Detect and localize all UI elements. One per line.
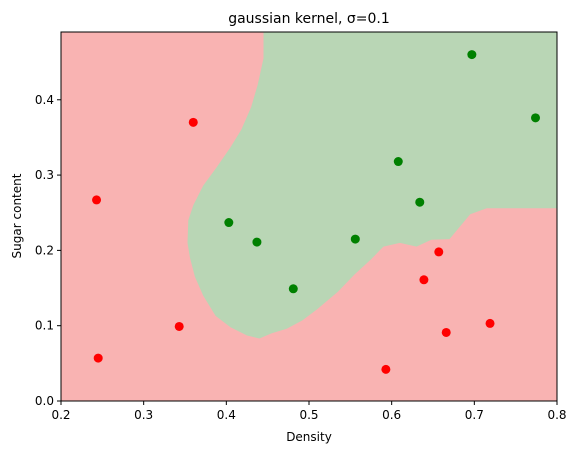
point-red-4 (174, 321, 184, 331)
y-tick-label: 0.3 (35, 168, 54, 182)
point-red-5 (441, 327, 451, 337)
y-tick-label: 0.0 (35, 394, 54, 408)
point-green-7 (288, 284, 298, 294)
point-red-0 (188, 117, 198, 127)
point-red-3 (419, 275, 429, 285)
x-tick-label: 0.6 (382, 408, 401, 422)
y-tick-label: 0.4 (35, 93, 54, 107)
point-green-4 (224, 218, 234, 228)
point-green-3 (415, 197, 425, 207)
x-tick-label: 0.7 (465, 408, 484, 422)
y-axis: 0.0 0.1 0.2 0.3 0.4 (35, 93, 61, 408)
point-red-7 (93, 353, 103, 363)
chart-title: gaussian kernel, σ=0.1 (228, 11, 390, 27)
point-red-6 (485, 318, 495, 328)
positive-region (140, 32, 557, 339)
point-red-1 (92, 195, 102, 205)
point-red-8 (381, 364, 391, 374)
point-red-2 (434, 247, 444, 257)
point-green-1 (531, 113, 541, 123)
x-tick-label: 0.2 (51, 408, 70, 422)
x-tick-label: 0.4 (217, 408, 236, 422)
point-green-0 (467, 50, 477, 60)
y-tick-label: 0.2 (35, 243, 54, 257)
y-axis-label: Sugar content (10, 173, 24, 258)
point-green-5 (252, 237, 262, 247)
x-tick-label: 0.8 (547, 408, 566, 422)
x-tick-label: 0.3 (134, 408, 153, 422)
point-green-6 (350, 234, 360, 244)
x-axis-label: Density (286, 430, 332, 444)
point-green-2 (393, 157, 403, 167)
y-tick-label: 0.1 (35, 319, 54, 333)
x-tick-label: 0.5 (299, 408, 318, 422)
x-axis: 0.2 0.3 0.4 0.5 0.6 0.7 0.8 (51, 401, 567, 422)
data-points (92, 50, 541, 374)
plot-area (61, 32, 557, 401)
